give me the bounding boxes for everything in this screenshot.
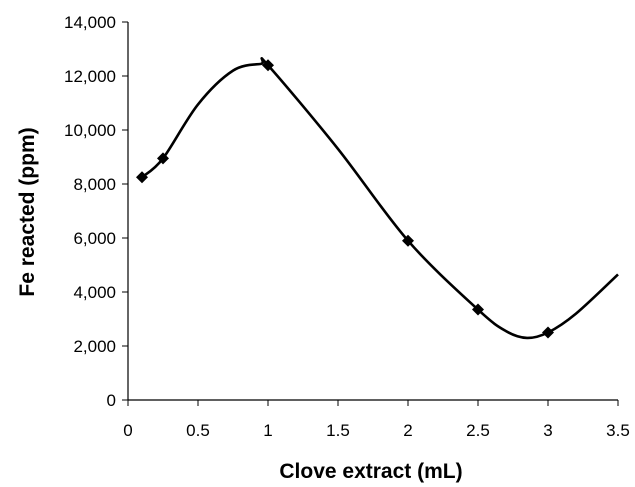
y-tick-label: 12,000 [64,67,116,86]
y-tick-label: 6,000 [73,229,116,248]
data-point-marker [402,234,414,247]
y-tick-label: 4,000 [73,283,116,302]
x-tick-label: 1.5 [326,421,350,440]
x-tick-label: 2 [403,421,412,440]
tick-labels: 0 2,000 4,000 6,000 8,000 10,000 12,000 14,000 0… [64,13,630,440]
series-line [141,57,619,340]
y-tick-label: 14,000 [64,13,116,32]
x-tick-label: 3 [543,421,552,440]
y-tick-label: 0 [107,391,116,410]
x-tick-label: 1 [263,421,272,440]
x-tick-label: 2.5 [466,421,490,440]
x-axis-label: Clove extract (mL) [279,460,462,483]
x-tick-label: 3.5 [606,421,630,440]
y-tick-label: 10,000 [64,121,116,140]
x-tick-label: 0 [123,421,132,440]
y-tick-label: 8,000 [73,175,116,194]
plot-area [136,57,619,340]
y-axis-label: Fe reacted (ppm) [16,127,39,296]
x-tick-label: 0.5 [186,421,210,440]
data-point-marker [136,171,148,184]
data-point-marker [157,152,169,165]
data-point-marker [262,59,274,72]
data-point-marker [472,303,484,316]
chart-axes [122,21,619,406]
y-tick-label: 2,000 [73,337,116,356]
data-point-marker [542,326,554,339]
